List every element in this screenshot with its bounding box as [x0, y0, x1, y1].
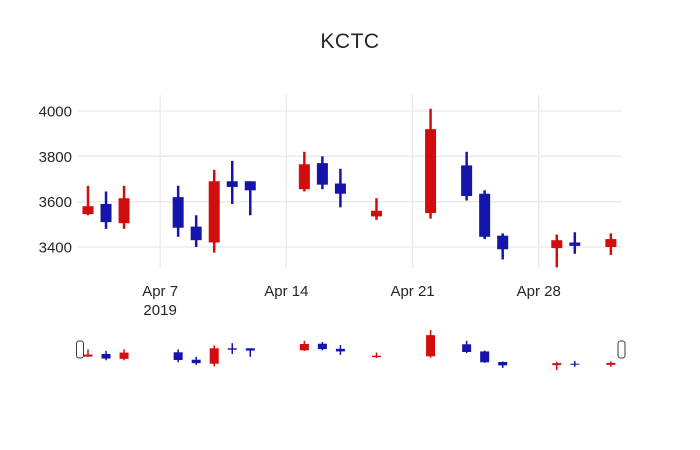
candle-body — [569, 242, 581, 246]
candle-body — [551, 240, 563, 249]
rangeslider-candle-apr-15 — [299, 340, 309, 351]
rangeslider-candle-apr-11 — [227, 343, 237, 354]
candle-body — [426, 335, 436, 357]
candle-apr-9[interactable] — [190, 215, 202, 247]
candle-body — [190, 226, 202, 241]
candle-body — [83, 354, 93, 357]
rangeslider-candle-apr-4 — [101, 350, 111, 361]
rangeslider-candle-apr-29 — [552, 361, 562, 370]
candle-apr-11[interactable] — [226, 160, 238, 204]
rangeslider-candle-apr-9 — [191, 356, 201, 365]
y-tick-label-3400: 3400 — [39, 240, 72, 257]
y-tick-label-3600: 3600 — [39, 194, 72, 211]
candle-body — [479, 193, 491, 237]
candle-body — [335, 348, 345, 352]
rangeslider-candle-may-2 — [606, 361, 616, 367]
candle-body — [208, 181, 220, 243]
candle-body — [316, 163, 328, 185]
candle-apr-15[interactable] — [298, 151, 310, 192]
candle-apr-25[interactable] — [479, 190, 491, 240]
y-tick-label-4000: 4000 — [39, 104, 72, 121]
candle-may-2[interactable] — [605, 233, 617, 255]
rangeslider-candle-apr-16 — [317, 342, 327, 351]
candle-apr-22[interactable] — [425, 108, 437, 219]
x-tick-sublabel-2019: 2019 — [143, 302, 176, 319]
x-tick-label-apr-7: Apr 7 — [142, 283, 178, 300]
candle-body — [299, 344, 309, 351]
candle-body — [172, 197, 184, 228]
y-tick-label-3800: 3800 — [39, 149, 72, 166]
candle-apr-29[interactable] — [551, 234, 563, 268]
candle-body — [191, 359, 201, 364]
candle-body — [82, 206, 94, 215]
plot-area[interactable] — [77, 95, 622, 268]
candle-body — [371, 355, 381, 358]
candle-apr-30[interactable] — [569, 232, 581, 254]
candle-body — [118, 198, 130, 224]
candle-apr-4[interactable] — [100, 191, 112, 229]
candle-apr-16[interactable] — [316, 156, 328, 190]
candle-apr-26[interactable] — [497, 233, 509, 260]
candle-body — [100, 203, 112, 223]
candle-body — [227, 348, 237, 350]
candle-apr-8[interactable] — [172, 185, 184, 237]
rangeslider-candle-apr-25 — [480, 350, 490, 363]
candle-body — [461, 165, 473, 196]
candle-body — [245, 348, 255, 351]
rangeslider-candle-apr-10 — [209, 345, 219, 367]
candle-body — [480, 351, 490, 363]
candle-body — [425, 129, 437, 213]
x-tick-label-apr-21: Apr 21 — [390, 283, 434, 300]
candle-body — [173, 352, 183, 360]
candle-body — [298, 164, 310, 190]
candle-body — [552, 363, 562, 366]
candle-body — [334, 183, 346, 194]
candle-body — [370, 210, 382, 217]
rangeslider-candle-apr-30 — [570, 361, 580, 367]
rangeslider-candle-apr-22 — [426, 330, 436, 358]
candle-body — [209, 348, 219, 364]
rangeslider-candle-apr-12 — [245, 348, 255, 357]
candle-body — [317, 343, 327, 350]
x-tick-label-apr-14: Apr 14 — [264, 283, 308, 300]
candle-apr-24[interactable] — [461, 151, 473, 201]
rangeslider-handle-right[interactable] — [617, 340, 626, 359]
rangeslider-track[interactable] — [77, 327, 622, 373]
rangeslider-candle-apr-17 — [335, 345, 345, 355]
rangeslider-candle-apr-3 — [83, 349, 93, 357]
candle-apr-19[interactable] — [370, 198, 382, 220]
x-tick-label-apr-28: Apr 28 — [517, 283, 561, 300]
candle-body — [606, 362, 616, 365]
candle-body — [101, 354, 111, 359]
chart-title: KCTC — [320, 30, 380, 53]
candle-body — [226, 181, 238, 187]
candle-body — [605, 239, 617, 247]
candle-apr-17[interactable] — [334, 168, 346, 208]
rangeslider-candle-apr-8 — [173, 349, 183, 363]
candle-body — [497, 235, 509, 250]
rangeslider-candle-apr-26 — [498, 361, 508, 368]
rangeslider-candle-apr-19 — [371, 352, 381, 358]
candle-body — [119, 352, 129, 359]
rangeslider-candle-apr-5 — [119, 349, 129, 361]
candle-apr-3[interactable] — [82, 185, 94, 216]
candle-body — [244, 181, 256, 191]
candle-apr-5[interactable] — [118, 185, 130, 229]
candle-body — [498, 362, 508, 366]
candle-apr-12[interactable] — [244, 181, 256, 216]
candle-body — [570, 363, 580, 365]
rangeslider-handle-left[interactable] — [76, 340, 84, 359]
candle-apr-10[interactable] — [208, 169, 220, 253]
candle-body — [462, 344, 472, 352]
rangeslider-candle-apr-24 — [462, 340, 472, 354]
